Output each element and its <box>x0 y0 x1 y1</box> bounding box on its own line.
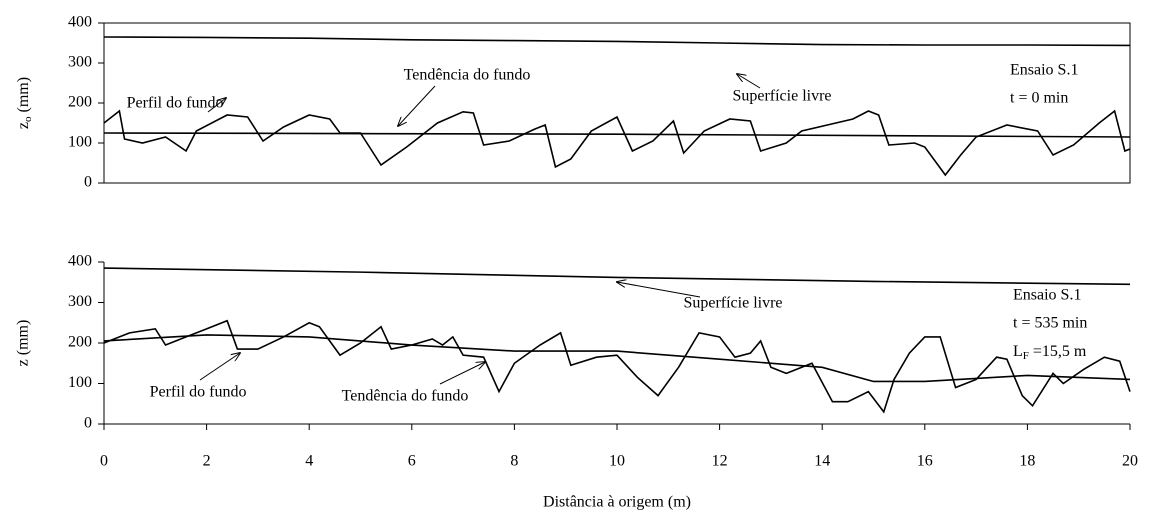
y-tick-label: 200 <box>68 94 92 111</box>
x-tick-label: 4 <box>305 453 313 470</box>
series-annotation: Tendência do fundo <box>342 388 469 405</box>
annotation-main: L <box>1013 343 1023 360</box>
y-axis-label: zo (mm) <box>15 77 34 129</box>
line-series <box>103 267 1131 286</box>
series-annotation: Perfil do fundo <box>150 384 247 401</box>
line-series <box>103 319 1131 414</box>
y-axis-label-main: z <box>15 122 32 129</box>
annotation-arrow <box>207 98 226 113</box>
annotation: t = 0 min <box>1010 90 1068 107</box>
x-tick-label: 16 <box>917 453 933 470</box>
line-series <box>103 132 1131 138</box>
series-annotation: Superfície livre <box>732 88 831 105</box>
series-annotation: Tendência do fundo <box>404 67 531 84</box>
y-tick-label: 400 <box>68 253 92 270</box>
series-annotation: Perfil do fundo <box>127 95 224 112</box>
x-tick-label: 10 <box>609 453 625 470</box>
line-series <box>103 109 1131 177</box>
x-tick-label: 20 <box>1122 453 1138 470</box>
annotation-arrow <box>439 362 485 385</box>
line-series <box>103 334 1131 383</box>
x-tick-label: 18 <box>1019 453 1035 470</box>
x-tick-label: 0 <box>100 453 108 470</box>
y-tick-label: 0 <box>84 174 92 191</box>
annotation-rest: =15,5 m <box>1029 343 1087 360</box>
y-tick-label: 200 <box>68 334 92 351</box>
plot-frame <box>103 22 1131 184</box>
annotation-arrow <box>398 85 436 126</box>
y-tick-label: 400 <box>68 14 92 31</box>
series-annotation: Superfície livre <box>683 295 782 312</box>
y-tick-label: 300 <box>68 293 92 310</box>
annotation: LF =15,5 m <box>1013 343 1087 362</box>
x-tick-label: 8 <box>510 453 518 470</box>
x-axis-label: Distância à origem (m) <box>543 494 691 511</box>
annotation: Ensaio S.1 <box>1013 287 1081 304</box>
y-axis-label-sub: o <box>22 116 34 122</box>
x-tick-label: 2 <box>203 453 211 470</box>
y-axis-label-rest: (mm) <box>15 77 32 117</box>
annotation-arrow <box>617 282 701 298</box>
annotation-arrow <box>199 353 240 381</box>
y-tick-label: 0 <box>84 415 92 432</box>
annotation: Ensaio S.1 <box>1010 62 1078 79</box>
x-tick-label: 12 <box>712 453 728 470</box>
x-tick-label: 14 <box>814 453 830 470</box>
y-tick-label: 100 <box>68 374 92 391</box>
y-tick-label: 300 <box>68 54 92 71</box>
y-axis-label: z (mm) <box>15 320 32 367</box>
annotation-arrow <box>737 74 761 89</box>
annotation: t = 535 min <box>1013 315 1087 332</box>
line-series <box>103 36 1131 47</box>
annotation-sub: F <box>1023 350 1029 362</box>
y-tick-label: 100 <box>68 134 92 151</box>
x-tick-label: 6 <box>408 453 416 470</box>
